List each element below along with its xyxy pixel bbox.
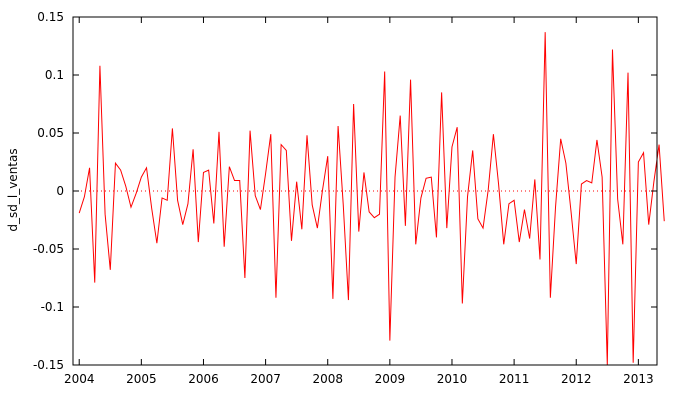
x-tick-label: 2010 — [437, 372, 468, 386]
x-tick-labels: 2004 2005 2006 2007 2008 2009 2010 2011 2012 2013 — [64, 372, 654, 386]
x-tick-label: 2009 — [375, 372, 406, 386]
y-tick-label: -0.15 — [33, 358, 64, 372]
x-tick-label: 2005 — [126, 372, 157, 386]
y-tick-label: -0.05 — [33, 242, 64, 256]
tick-marks-layer — [73, 16, 657, 366]
y-axis-label: d_sd_l_ventas — [6, 148, 20, 231]
y-axis-label-group: d_sd_l_ventas — [6, 148, 20, 231]
x-tick-label: 2011 — [499, 372, 530, 386]
y-tick-label: -0.1 — [41, 300, 64, 314]
y-tick-label: 0.15 — [37, 10, 64, 24]
series-layer — [78, 32, 665, 366]
y-tick-label: 0.1 — [45, 68, 64, 82]
x-tick-label: 2004 — [64, 372, 95, 386]
y-tick-labels: -0.15 -0.1 -0.05 0 0.05 0.1 0.15 — [33, 10, 64, 372]
x-tick-label: 2008 — [312, 372, 343, 386]
y-tick-label: 0.05 — [37, 126, 64, 140]
x-tick-label: 2007 — [250, 372, 281, 386]
y-tick-label: 0 — [56, 184, 64, 198]
series-line-0 — [78, 32, 665, 366]
x-tick-label: 2013 — [623, 372, 654, 386]
x-tick-label: 2006 — [188, 372, 219, 386]
x-tick-label: 2012 — [561, 372, 592, 386]
